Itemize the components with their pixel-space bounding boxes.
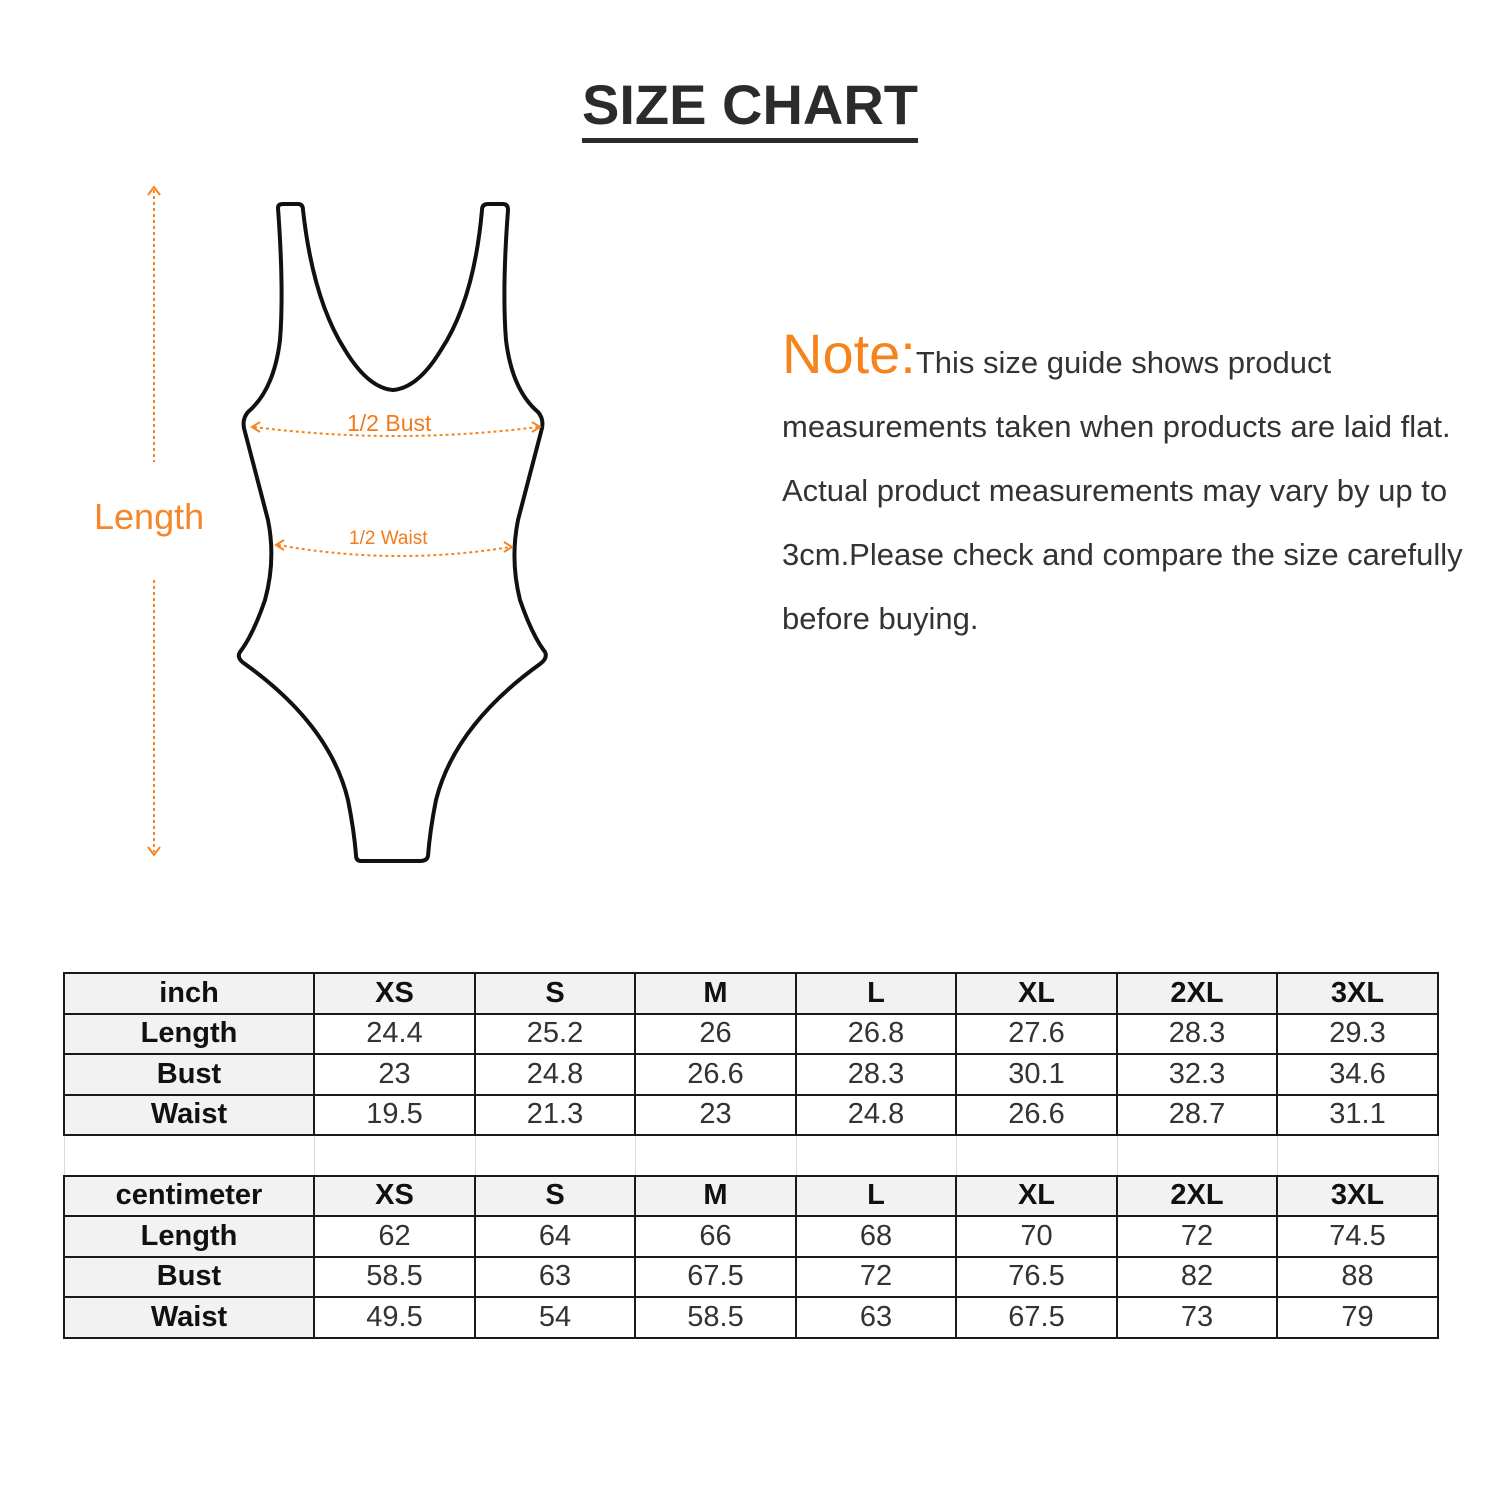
waist-arrow <box>274 539 514 557</box>
waist-label: 1/2 Waist <box>349 528 428 549</box>
value-cell: 28.3 <box>1116 1012 1278 1055</box>
size-table: inch XS S M L XL 2XL 3XL Length 24.4 25.2 26 26.8 27.… <box>63 972 1439 1339</box>
value-cell: 21.3 <box>474 1093 636 1136</box>
value-cell: 24.8 <box>474 1053 636 1096</box>
value-cell: 72 <box>1116 1215 1278 1258</box>
spacer-cell <box>63 1134 315 1177</box>
size-header: S <box>474 972 636 1015</box>
swimsuit-diagram <box>147 185 548 863</box>
spacer-cell <box>795 1134 957 1177</box>
value-cell: 29.3 <box>1276 1012 1439 1055</box>
spacer-cell <box>1276 1134 1439 1177</box>
length-arrow <box>147 185 161 857</box>
value-cell: 34.6 <box>1276 1053 1439 1096</box>
row-label: Length <box>63 1012 315 1055</box>
value-cell: 19.5 <box>313 1093 476 1136</box>
row-label: Bust <box>63 1255 315 1298</box>
value-cell: 58.5 <box>313 1255 476 1298</box>
value-cell: 79 <box>1276 1296 1439 1339</box>
value-cell: 28.3 <box>795 1053 957 1096</box>
bust-label: 1/2 Bust <box>347 410 432 436</box>
value-cell: 82 <box>1116 1255 1278 1298</box>
value-cell: 28.7 <box>1116 1093 1278 1136</box>
value-cell: 32.3 <box>1116 1053 1278 1096</box>
spacer-cell <box>474 1134 636 1177</box>
length-label: Length <box>94 496 205 537</box>
size-header: XS <box>313 972 476 1015</box>
unit-header: inch <box>63 972 315 1015</box>
value-cell: 67.5 <box>955 1296 1118 1339</box>
row-label: Waist <box>63 1093 315 1136</box>
value-cell: 23 <box>634 1093 797 1136</box>
size-header: M <box>634 972 797 1015</box>
value-cell: 31.1 <box>1276 1093 1439 1136</box>
size-header: XL <box>955 1174 1118 1217</box>
value-cell: 25.2 <box>474 1012 636 1055</box>
value-cell: 70 <box>955 1215 1118 1258</box>
size-header: 2XL <box>1116 972 1278 1015</box>
note-heading: Note: <box>782 322 916 385</box>
note-text: This size guide shows product measuremen… <box>782 345 1463 636</box>
value-cell: 76.5 <box>955 1255 1118 1298</box>
value-cell: 26.6 <box>955 1093 1118 1136</box>
size-header: 3XL <box>1276 1174 1439 1217</box>
value-cell: 63 <box>474 1255 636 1298</box>
page-title: SIZE CHART <box>0 72 1500 143</box>
value-cell: 73 <box>1116 1296 1278 1339</box>
header-row: centimeter XS S M L XL 2XL 3XL <box>63 1174 1439 1217</box>
value-cell: 23 <box>313 1053 476 1096</box>
spacer-cell <box>634 1134 797 1177</box>
row-label: Length <box>63 1215 315 1258</box>
table-row: Waist 49.5 54 58.5 63 67.5 73 79 <box>63 1296 1439 1339</box>
value-cell: 27.6 <box>955 1012 1118 1055</box>
value-cell: 49.5 <box>313 1296 476 1339</box>
size-header: L <box>795 972 957 1015</box>
size-header: 3XL <box>1276 972 1439 1015</box>
value-cell: 26.6 <box>634 1053 797 1096</box>
swimsuit-outline <box>236 202 548 863</box>
value-cell: 26.8 <box>795 1012 957 1055</box>
header-row: inch XS S M L XL 2XL 3XL <box>63 972 1439 1015</box>
size-header: 2XL <box>1116 1174 1278 1217</box>
value-cell: 88 <box>1276 1255 1439 1298</box>
value-cell: 30.1 <box>955 1053 1118 1096</box>
spacer-cell <box>955 1134 1118 1177</box>
value-cell: 64 <box>474 1215 636 1258</box>
size-header: XL <box>955 972 1118 1015</box>
value-cell: 54 <box>474 1296 636 1339</box>
size-header: M <box>634 1174 797 1217</box>
unit-header: centimeter <box>63 1174 315 1217</box>
value-cell: 26 <box>634 1012 797 1055</box>
value-cell: 62 <box>313 1215 476 1258</box>
value-cell: 63 <box>795 1296 957 1339</box>
spacer-row <box>63 1134 1439 1177</box>
value-cell: 68 <box>795 1215 957 1258</box>
table-row: Bust 23 24.8 26.6 28.3 30.1 32.3 34.6 <box>63 1053 1439 1096</box>
table-row: Length 62 64 66 68 70 72 74.5 <box>63 1215 1439 1258</box>
size-header: L <box>795 1174 957 1217</box>
table-row: Waist 19.5 21.3 23 24.8 26.6 28.7 31.1 <box>63 1093 1439 1136</box>
title-text: SIZE CHART <box>582 73 918 143</box>
value-cell: 66 <box>634 1215 797 1258</box>
spacer-cell <box>1116 1134 1278 1177</box>
value-cell: 24.4 <box>313 1012 476 1055</box>
value-cell: 74.5 <box>1276 1215 1439 1258</box>
spacer-cell <box>313 1134 476 1177</box>
value-cell: 67.5 <box>634 1255 797 1298</box>
value-cell: 24.8 <box>795 1093 957 1136</box>
size-header: S <box>474 1174 636 1217</box>
bust-arrow <box>250 421 542 437</box>
value-cell: 72 <box>795 1255 957 1298</box>
table-row: Bust 58.5 63 67.5 72 76.5 82 88 <box>63 1255 1439 1298</box>
size-header: XS <box>313 1174 476 1217</box>
row-label: Bust <box>63 1053 315 1096</box>
row-label: Waist <box>63 1296 315 1339</box>
table-row: Length 24.4 25.2 26 26.8 27.6 28.3 29.3 <box>63 1012 1439 1055</box>
size-note: Note:This size guide shows product measu… <box>782 322 1482 651</box>
value-cell: 58.5 <box>634 1296 797 1339</box>
